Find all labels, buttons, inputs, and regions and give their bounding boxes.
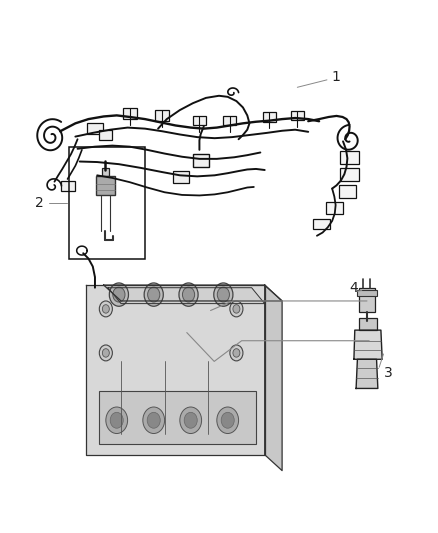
Polygon shape (86, 285, 265, 455)
Circle shape (221, 413, 234, 428)
Circle shape (233, 349, 240, 357)
Circle shape (183, 287, 194, 302)
Circle shape (179, 283, 198, 306)
Bar (102, 168, 109, 176)
Bar (99, 391, 256, 444)
Bar (262, 112, 276, 122)
Polygon shape (354, 330, 382, 359)
Circle shape (102, 305, 110, 313)
Bar (61, 181, 75, 191)
Bar (193, 116, 206, 125)
Circle shape (106, 407, 127, 433)
Bar (313, 219, 329, 229)
Bar (357, 290, 377, 296)
Circle shape (230, 301, 243, 317)
Circle shape (214, 283, 233, 306)
Circle shape (184, 413, 197, 428)
Bar (123, 109, 137, 119)
Bar (87, 123, 103, 134)
Circle shape (113, 287, 125, 302)
Bar (69, 147, 145, 259)
Polygon shape (104, 285, 282, 301)
Circle shape (99, 345, 113, 361)
Bar (340, 168, 359, 181)
Bar (291, 111, 304, 120)
Text: 3: 3 (385, 366, 393, 379)
Bar (340, 151, 359, 164)
Circle shape (143, 407, 165, 433)
Circle shape (230, 345, 243, 361)
Bar (155, 110, 170, 120)
Circle shape (99, 301, 113, 317)
Circle shape (110, 283, 128, 306)
Bar (223, 116, 237, 125)
Circle shape (147, 413, 160, 428)
Bar (96, 176, 115, 195)
Text: 2: 2 (35, 196, 44, 210)
Polygon shape (108, 288, 265, 304)
Circle shape (102, 349, 110, 357)
Circle shape (180, 407, 201, 433)
Polygon shape (356, 359, 378, 389)
Bar (359, 288, 375, 312)
Circle shape (233, 305, 240, 313)
Circle shape (217, 407, 239, 433)
Circle shape (148, 287, 160, 302)
Circle shape (144, 283, 163, 306)
Bar (173, 171, 188, 183)
Text: 1: 1 (331, 70, 340, 84)
Bar (193, 154, 209, 167)
Polygon shape (265, 285, 282, 471)
Bar (359, 318, 377, 330)
Circle shape (110, 413, 123, 428)
Text: 4: 4 (350, 281, 358, 295)
Circle shape (217, 287, 230, 302)
Bar (339, 185, 356, 198)
Bar (325, 203, 343, 214)
Bar (99, 130, 113, 140)
